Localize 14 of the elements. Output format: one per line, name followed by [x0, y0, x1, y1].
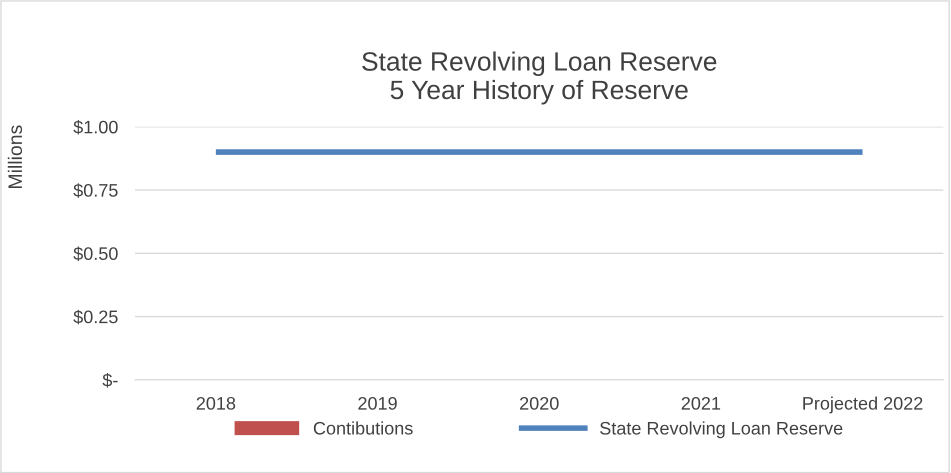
y-tick-label: $1.00 — [73, 120, 118, 135]
x-tick-label: Projected 2022 — [803, 396, 922, 414]
legend-label: Contibutions — [314, 421, 413, 435]
y-axis-title: Millions — [8, 125, 22, 188]
x-tick-label: 2021 — [682, 396, 720, 410]
y-tick-label: $- — [102, 372, 118, 388]
x-tick-label: 2020 — [520, 396, 559, 410]
y-tick-label: $0.75 — [73, 183, 118, 198]
x-tick-label: 2018 — [196, 396, 236, 410]
legend-label: State Revolving Loan Reserve — [600, 421, 842, 438]
y-tick-label: $0.50 — [73, 246, 118, 262]
chart-title: State Revolving Loan Reserve 5 Year History of Reserve — [362, 51, 716, 104]
x-tick-label: 2019 — [358, 396, 397, 410]
y-tick-label: $0.25 — [73, 310, 118, 324]
